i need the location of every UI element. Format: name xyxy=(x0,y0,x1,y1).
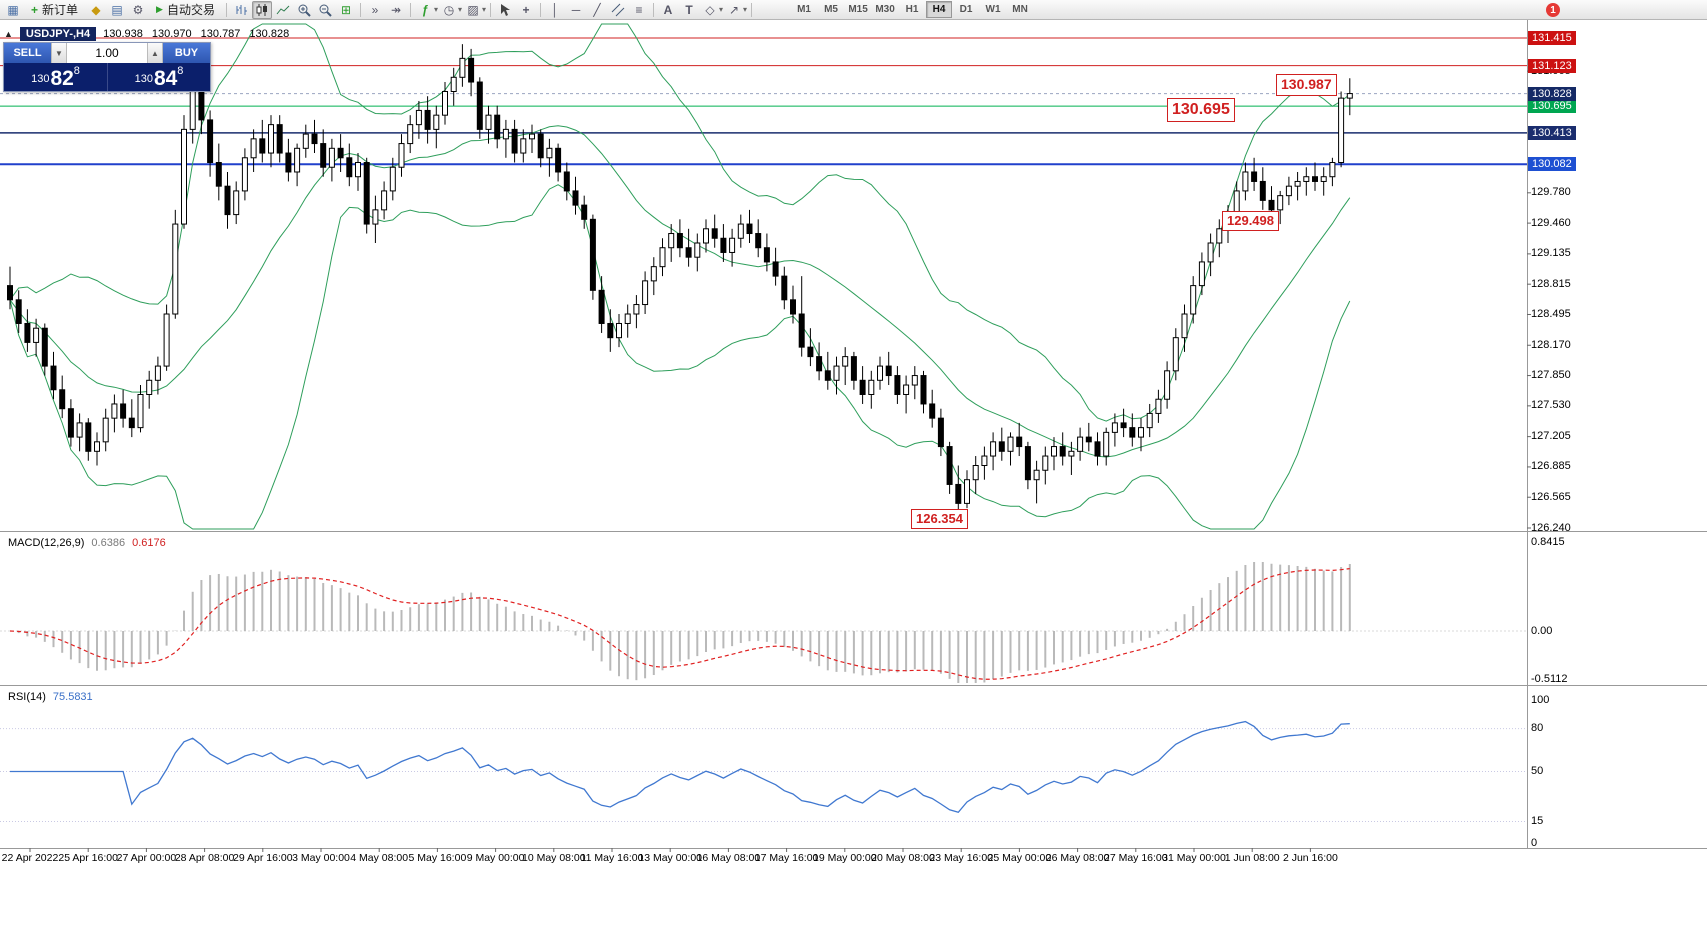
notification-badge[interactable]: 1 xyxy=(1546,3,1560,17)
time-axis[interactable] xyxy=(0,849,1527,871)
toolbar-separator xyxy=(540,2,542,17)
crosshair-icon[interactable]: + xyxy=(522,2,530,17)
timeframe-h4[interactable]: H4 xyxy=(926,1,953,18)
candlestick-chart-icon[interactable] xyxy=(251,0,272,19)
timeframe-m30[interactable]: M30 xyxy=(875,4,895,15)
auto-scroll-icon[interactable]: » xyxy=(371,2,379,17)
zoom-out-icon[interactable] xyxy=(315,1,335,19)
bollinger-upper-band xyxy=(9,23,1351,422)
timeframe-m15[interactable]: M15 xyxy=(848,4,868,15)
new-chart-icon[interactable]: ▦ xyxy=(7,2,19,17)
bollinger-lower-band xyxy=(9,184,1351,530)
to olbar-separator xyxy=(409,2,411,17)
macd-signal-line xyxy=(9,568,1350,680)
volume-down-button[interactable]: ▼ xyxy=(51,43,67,63)
sell-price-pip: 8 xyxy=(73,65,80,77)
bollinger-middle-band xyxy=(9,125,1351,458)
toolbar-separator xyxy=(359,2,361,17)
templates-icon[interactable]: ▨ xyxy=(467,2,479,17)
toolbar-separator xyxy=(653,2,655,17)
symbol-info: ▲ USDJPY-,H4 130.938 130.970 130.787 130… xyxy=(4,27,289,41)
rsi-line xyxy=(10,720,1350,814)
sell-price-display[interactable]: 130 82 8 xyxy=(4,63,107,91)
fibonacci-icon[interactable]: ≡ xyxy=(635,2,643,17)
macd-signal-value: 0.6176 xyxy=(132,537,166,549)
buy-price-pip: 8 xyxy=(177,65,184,77)
buy-price-base: 130 xyxy=(134,73,153,85)
macd-header: MACD(12,26,9) 0.6386 0.6176 xyxy=(8,537,166,549)
shapes-caret-icon[interactable]: ▾ xyxy=(719,5,724,14)
chart-shift-icon[interactable]: ↠ xyxy=(390,2,401,17)
buy-price-display[interactable]: 130 84 8 xyxy=(107,63,210,91)
new-order-button[interactable]: + 新订单 xyxy=(24,1,85,19)
label-tool-icon[interactable]: T xyxy=(685,2,693,17)
buy-button[interactable]: BUY xyxy=(163,43,210,63)
channel-icon[interactable] xyxy=(608,1,628,19)
arrows-caret-icon[interactable]: ▾ xyxy=(743,5,748,14)
zoom-in-icon[interactable] xyxy=(294,1,314,19)
sell-button[interactable]: SELL xyxy=(4,43,51,63)
toolbar-separator xyxy=(490,2,492,17)
close-value: 130.828 xyxy=(249,28,290,40)
new-order-label: 新订单 xyxy=(42,3,79,17)
shapes-tool-icon[interactable]: ◇ xyxy=(705,2,715,17)
trendline-icon[interactable]: ╱ xyxy=(593,2,601,17)
symbol-label: USDJPY-,H4 xyxy=(19,27,97,41)
cursor-icon[interactable] xyxy=(495,1,515,19)
rsi-label: RSI(14) xyxy=(8,691,46,703)
macd-main-value: 0.6386 xyxy=(91,537,126,549)
new-order-plus-icon: + xyxy=(31,2,39,17)
timeframe-m5[interactable]: M5 xyxy=(824,4,838,15)
vertical-line-icon[interactable]: │ xyxy=(551,2,559,17)
volume-input[interactable] xyxy=(67,43,147,63)
autotrading-play-icon: ▶ xyxy=(156,4,163,14)
autotrading-label: 自动交易 xyxy=(166,3,215,17)
bar-chart-icon[interactable] xyxy=(231,1,251,19)
volume-up-button[interactable]: ▲ xyxy=(147,43,163,63)
timeframe-d1[interactable]: D1 xyxy=(959,4,973,15)
toolbar: ▦ + 新订单 ◆ ▤ ⚙ ▶ 自动交易 ⊞ » ↠ ƒ ▾ ◷ ▾ ▨ ▾ + xyxy=(0,0,1707,20)
one-click-trading-panel: SELL ▼ ▲ BUY 130 82 8 130 84 8 xyxy=(3,42,211,92)
sell-price-base: 130 xyxy=(31,73,50,85)
toolbar-separator xyxy=(225,2,227,17)
periods-caret-icon[interactable]: ▾ xyxy=(457,5,462,14)
price-axis[interactable] xyxy=(1528,20,1707,848)
timeframe-h1[interactable]: H1 xyxy=(905,4,919,15)
horizontal-line-icon[interactable]: ─ xyxy=(571,2,581,17)
low-value: 130.787 xyxy=(200,28,241,40)
tile-windows-icon[interactable]: ⊞ xyxy=(340,2,351,17)
metaeditor-icon[interactable]: ◆ xyxy=(91,2,101,17)
ohlc-readout: 130.938 130.970 130.787 130.828 xyxy=(103,28,289,40)
macd-label: MACD(12,26,9) xyxy=(8,537,85,549)
open-value: 130.938 xyxy=(103,28,143,40)
options-icon[interactable]: ⚙ xyxy=(132,2,144,17)
oneclick-toggle-icon[interactable]: ▲ xyxy=(4,29,13,39)
rsi-header: RSI(14) 75.5831 xyxy=(8,691,93,703)
indicators-icon[interactable]: ƒ xyxy=(421,2,429,17)
toolbar-separator xyxy=(751,2,753,17)
rsi-value: 75.5831 xyxy=(52,691,93,703)
high-value: 130.970 xyxy=(151,28,192,40)
timeframe-mn[interactable]: MN xyxy=(1012,4,1028,15)
periods-icon[interactable]: ◷ xyxy=(443,2,455,17)
timeframe-m1[interactable]: M1 xyxy=(797,4,811,15)
timeframe-w1[interactable]: W1 xyxy=(985,4,1001,15)
templates-caret-icon[interactable]: ▾ xyxy=(482,5,487,14)
autotrading-button[interactable]: ▶ 自动交易 xyxy=(149,1,222,19)
print-icon[interactable]: ▤ xyxy=(111,2,123,17)
arrows-tool-icon[interactable]: ↗ xyxy=(729,2,740,17)
indicators-caret-icon[interactable]: ▾ xyxy=(433,5,438,14)
text-tool-icon[interactable]: A xyxy=(663,2,673,17)
line-chart-icon[interactable] xyxy=(273,1,293,19)
buy-price-main: 84 xyxy=(153,67,178,90)
sell-price-main: 82 xyxy=(50,67,74,90)
